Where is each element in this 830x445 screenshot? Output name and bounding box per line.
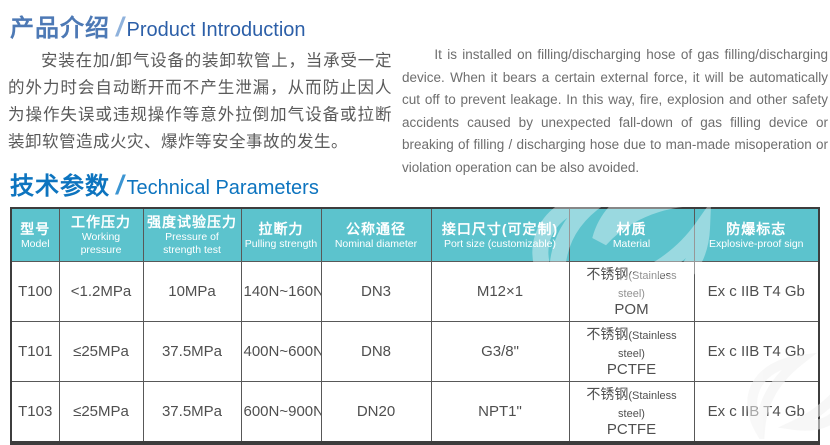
column-header-zh: 工作压力	[71, 214, 131, 230]
cell-material: 不锈钢(Stainless steel) PCTFE	[568, 321, 695, 382]
column-header-nominal-diameter: 公称通径 Nominal diameter	[320, 207, 432, 262]
title-slash-divider: /	[116, 12, 124, 42]
cell-explosive-proof-sign: Ex c IIB T4 Gb	[693, 261, 820, 322]
column-header-en: Pulling strength	[244, 237, 318, 250]
column-header-zh: 防爆标志	[726, 220, 787, 237]
column-header-explosive-proof-sign: 防爆标志 Explosive-proof sign	[693, 207, 820, 262]
cell-model: T103	[10, 381, 60, 444]
cell-pulling-strength: 400N~600N	[240, 321, 322, 382]
column-header-en: Explosive-proof sign	[708, 237, 804, 250]
column-header-en: Port size (customizable)	[443, 237, 557, 250]
technical-parameters-title-en: Technical Parameters	[126, 177, 319, 199]
cell-nominal-diameter: DN8	[320, 321, 432, 382]
material-grade: PCTFE	[606, 421, 657, 438]
column-header-zh: 型号	[20, 220, 51, 237]
column-header-model: 型号 Model	[10, 207, 60, 262]
column-header-zh: 公称通径	[346, 220, 406, 237]
cell-model: T100	[10, 261, 60, 322]
table-row: T100 <1.2MPa 10MPa 140N~160N DN3 M12×1 不…	[10, 261, 820, 322]
material-grade: POM	[614, 301, 649, 318]
column-header-en: Material	[612, 237, 651, 250]
material-name-zh: 不锈钢	[586, 326, 629, 342]
table-header-row: 型号 Model 工作压力 Working pressure 强度试验压力 Press…	[10, 207, 820, 262]
cell-working-pressure: ≤25MPa	[58, 321, 144, 382]
cell-explosive-proof-sign: Ex c IIB T4 Gb	[693, 381, 820, 444]
title-slash-divider: /	[116, 170, 124, 200]
column-header-zh: 材质	[616, 220, 647, 237]
column-header-material: 材质 Material	[568, 207, 695, 262]
cell-port-size: NPT1"	[430, 381, 570, 444]
technical-parameters-header: 技术参数 / Technical Parameters	[10, 166, 319, 201]
material-name-en: (Stainless steel)	[618, 390, 677, 420]
column-header-zh: 拉断力	[258, 220, 304, 237]
column-header-en: Working pressure	[80, 231, 122, 256]
column-header-zh: 强度试验压力	[147, 214, 237, 230]
material-name-en: (Stainless steel)	[618, 270, 677, 300]
cell-pulling-strength: 600N~900N	[240, 381, 322, 444]
cell-strength-test-pressure: 37.5MPa	[142, 381, 242, 444]
cell-material: 不锈钢(Stainless steel) POM	[568, 261, 695, 322]
cell-strength-test-pressure: 10MPa	[142, 261, 242, 322]
material-name-zh: 不锈钢	[586, 266, 629, 282]
intro-paragraph-chinese: 安装在加/卸气设备的装卸软管上，当承受一定的外力时会自动断开而不产生泄漏，从而防…	[8, 52, 392, 151]
material-name-zh: 不锈钢	[586, 386, 629, 402]
technical-parameters-title-zh: 技术参数	[10, 173, 110, 200]
cell-port-size: G3/8"	[430, 321, 570, 382]
intro-paragraph-english: It is installed on filling/discharging h…	[402, 47, 828, 175]
cell-strength-test-pressure: 37.5MPa	[142, 321, 242, 382]
column-header-port-size: 接口尺寸(可定制) Port size (customizable)	[430, 207, 570, 262]
cell-nominal-diameter: DN20	[320, 381, 432, 444]
cell-model: T101	[10, 321, 60, 382]
cell-pulling-strength: 140N~160N	[240, 261, 322, 322]
cell-port-size: M12×1	[430, 261, 570, 322]
column-header-working-pressure: 工作压力 Working pressure	[58, 207, 144, 262]
table-row: T101 ≤25MPa 37.5MPa 400N~600N DN8 G3/8" …	[10, 321, 820, 382]
column-header-en: Nominal diameter	[334, 237, 418, 250]
cell-working-pressure: ≤25MPa	[58, 381, 144, 444]
material-grade: PCTFE	[606, 361, 657, 378]
product-introduction-header: 产品介绍 / Product Introduction	[10, 8, 306, 43]
cell-working-pressure: <1.2MPa	[58, 261, 144, 322]
column-header-strength-test-pressure: 强度试验压力 Pressure of strength test	[142, 207, 242, 262]
cell-material: 不锈钢(Stainless steel) PCTFE	[568, 381, 695, 444]
column-header-zh: 接口尺寸(可定制)	[441, 220, 559, 237]
product-introduction-title-zh: 产品介绍	[10, 15, 110, 42]
table-row: T103 ≤25MPa 37.5MPa 600N~900N DN20 NPT1"…	[10, 381, 820, 444]
cell-explosive-proof-sign: Ex c IIB T4 Gb	[693, 321, 820, 382]
column-header-pulling-strength: 拉断力 Pulling strength	[240, 207, 322, 262]
column-header-en: Model	[20, 237, 50, 250]
product-introduction-title-en: Product Introduction	[126, 19, 306, 41]
technical-parameters-table: 型号 Model 工作压力 Working pressure 强度试验压力 Press…	[10, 207, 820, 445]
column-header-en: Pressure of strength test	[163, 231, 221, 256]
material-name-en: (Stainless steel)	[618, 330, 677, 360]
cell-nominal-diameter: DN3	[320, 261, 432, 322]
